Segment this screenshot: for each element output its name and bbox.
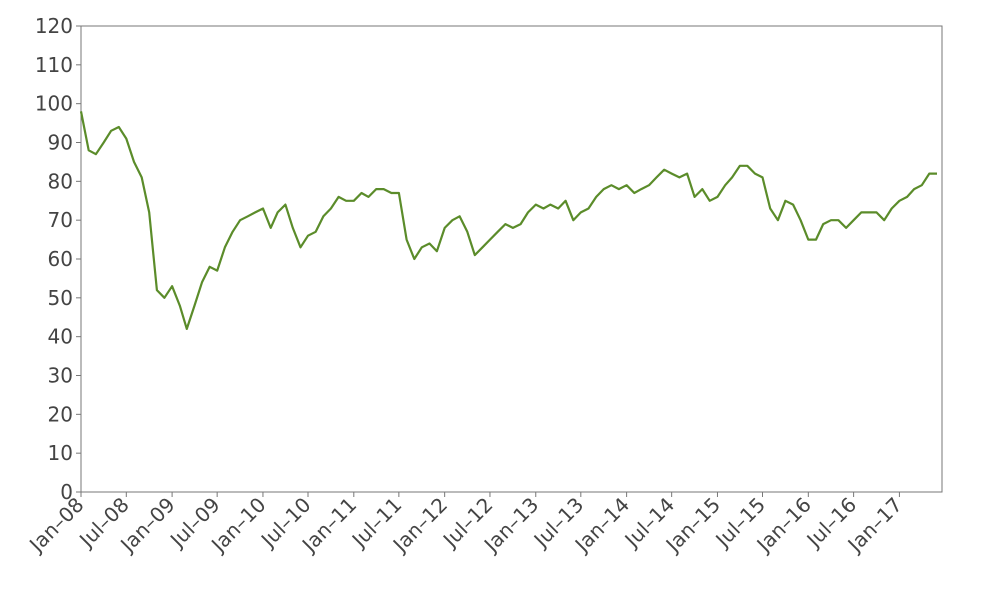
y-tick-label: 20 [48,402,73,426]
y-tick-label: 10 [48,441,73,465]
y-tick-label: 90 [48,131,73,155]
x-tick-label: Jan–08 [23,493,88,558]
plot-frame [80,25,943,493]
y-tick-label: 120 [35,14,73,38]
y-tick-label: 60 [48,247,73,271]
y-tick-label: 50 [48,286,73,310]
y-tick-label: 100 [35,92,73,116]
y-tick-label: 70 [48,208,73,232]
data-line [79,111,937,330]
y-tick-label: 110 [35,53,73,77]
y-tick-label: 40 [48,325,73,349]
y-tick-label: 0 [60,480,73,504]
y-tick-label: 30 [48,364,73,388]
y-tick-label: 80 [48,169,73,193]
